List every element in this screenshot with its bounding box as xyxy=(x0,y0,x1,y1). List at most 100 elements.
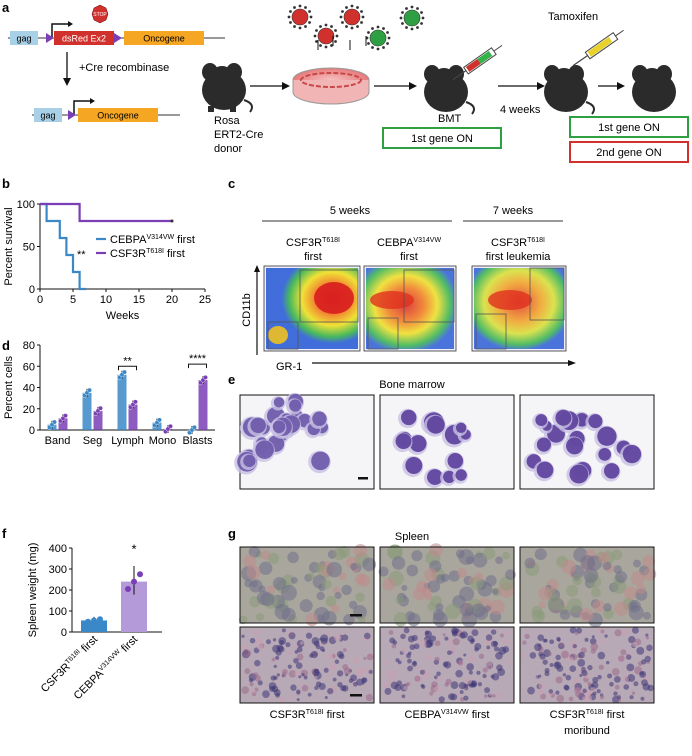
significance-label: ** xyxy=(77,249,86,261)
significance-label: * xyxy=(131,542,136,557)
spleen-image-3 xyxy=(519,546,657,628)
x-tick-label: 5 xyxy=(70,294,76,306)
bar xyxy=(81,620,107,632)
promoter-arrow-icon xyxy=(51,23,68,38)
spleen-image-5 xyxy=(379,626,515,704)
data-point xyxy=(122,369,127,375)
survival-line-1 xyxy=(40,202,87,291)
scale-bar xyxy=(350,694,362,697)
oncogene-box xyxy=(124,31,204,45)
flow-xlabel: GR-1 xyxy=(276,361,302,373)
flow-ylabel: CD11b xyxy=(241,293,253,326)
panel-label-c: c xyxy=(228,176,235,191)
construct-after-cre: gag Oncogene xyxy=(32,98,180,122)
tamoxifen-syringe-icon xyxy=(572,29,624,67)
y-tick-label: 60 xyxy=(23,361,35,373)
spleen-title: Spleen xyxy=(395,531,429,543)
svg-text:gag: gag xyxy=(40,111,55,121)
scale-bar xyxy=(358,477,368,480)
gag-box xyxy=(10,31,38,45)
data-point xyxy=(133,399,138,405)
loxp-icon xyxy=(46,33,54,43)
spleen-image-4 xyxy=(239,626,375,704)
bar xyxy=(93,410,103,430)
spleen-captions: CSF3RT618I first CEBPAV314VW first CSF3R… xyxy=(270,709,625,737)
oncogene-label: Oncogene xyxy=(143,34,185,44)
y-tick-label: 0 xyxy=(61,627,67,639)
data-point xyxy=(125,585,131,592)
gag-label: gag xyxy=(16,34,31,44)
panel-label-b: b xyxy=(2,176,10,191)
spleen-caption-2: CEBPAV314VW first xyxy=(405,709,490,721)
bar xyxy=(128,404,138,430)
data-point xyxy=(97,616,103,623)
x-tick-label: 15 xyxy=(133,294,145,306)
bmt-label: BMT xyxy=(438,113,462,125)
data-point xyxy=(157,417,162,423)
y-tick-label: 20 xyxy=(23,404,35,416)
svg-text:Oncogene: Oncogene xyxy=(97,111,139,121)
virus-icon xyxy=(339,4,365,30)
first-gene-on-box-1 xyxy=(382,127,502,149)
spleen-caption-3-line2: moribund xyxy=(564,725,610,737)
construct-before-cre: gag dsRed Ex2 Oncogene STOP xyxy=(8,4,225,45)
legend-entry: CSF3RT618I first xyxy=(110,248,185,260)
x-axis-label: Weeks xyxy=(106,310,140,322)
bar xyxy=(198,380,208,430)
flow-subtitle-3: first leukemia xyxy=(486,251,552,263)
flow-panel: 5 weeks 7 weeks CSF3RT618I first CEBPAV3… xyxy=(241,205,576,373)
data-point xyxy=(91,617,97,624)
data-point xyxy=(85,618,91,625)
culture-dish-icon xyxy=(292,67,370,105)
retrovirus-particles xyxy=(287,4,425,51)
second-gene-on-box xyxy=(569,141,689,163)
tamoxifen-label: Tamoxifen xyxy=(548,11,598,23)
data-point xyxy=(63,413,68,419)
category-label: Band xyxy=(45,435,71,447)
spleen-image-1 xyxy=(238,543,377,627)
time-label-5-weeks: 5 weeks xyxy=(330,205,371,217)
data-point xyxy=(131,578,137,585)
donor-label-1: Rosa xyxy=(214,115,241,127)
bar xyxy=(58,418,68,430)
first-gene-on-label-2: 1st gene ON xyxy=(598,122,660,134)
cell-differential-chart: 0 20 40 60 80 Percent cells Band Seg Lymph Mono Bl… xyxy=(3,340,215,447)
panel-label-e: e xyxy=(228,372,235,387)
legend-entry: CEBPAV314VW first xyxy=(110,234,195,246)
y-tick-label: 40 xyxy=(23,383,35,395)
data-point xyxy=(87,387,92,393)
treated-mouse-icon xyxy=(544,65,595,115)
loxp-icon xyxy=(114,33,122,43)
spleen-histology-images xyxy=(238,543,657,704)
bone-marrow-title: Bone marrow xyxy=(379,379,444,391)
panel-label-d: d xyxy=(2,338,10,353)
promoter-arrow-icon xyxy=(73,100,90,115)
censor-mark xyxy=(170,219,174,223)
y-axis-label: Spleen weight (mg) xyxy=(27,543,39,638)
first-gene-on-box-2 xyxy=(569,116,689,138)
virus-icon xyxy=(365,25,391,51)
second-gene-on-label: 2nd gene ON xyxy=(596,147,661,159)
svg-text:STOP: STOP xyxy=(93,12,107,18)
spleen-image-2 xyxy=(378,543,516,628)
flow-title-1: CSF3RT618I xyxy=(286,237,340,249)
first-gene-on-label-1: 1st gene ON xyxy=(411,133,473,145)
y-tick-label: 400 xyxy=(49,543,67,555)
significance-label: **** xyxy=(189,353,207,365)
time-label-7-weeks: 7 weeks xyxy=(493,205,534,217)
stop-sign-icon xyxy=(91,4,109,24)
scale-bar xyxy=(350,614,362,617)
flow-plot-2 xyxy=(363,265,457,352)
panel-label-f: f xyxy=(2,526,7,541)
category-label: Seg xyxy=(83,435,103,447)
significance-bracket xyxy=(188,363,207,369)
dsred-label: dsRed Ex2 xyxy=(62,34,106,44)
x-tick-label: 25 xyxy=(199,294,211,306)
donor-label-3: donor xyxy=(214,143,242,155)
x-tick-label: 20 xyxy=(166,294,178,306)
y-axis-label: Percent survival xyxy=(3,207,15,285)
weeks-label: 4 weeks xyxy=(500,104,541,116)
